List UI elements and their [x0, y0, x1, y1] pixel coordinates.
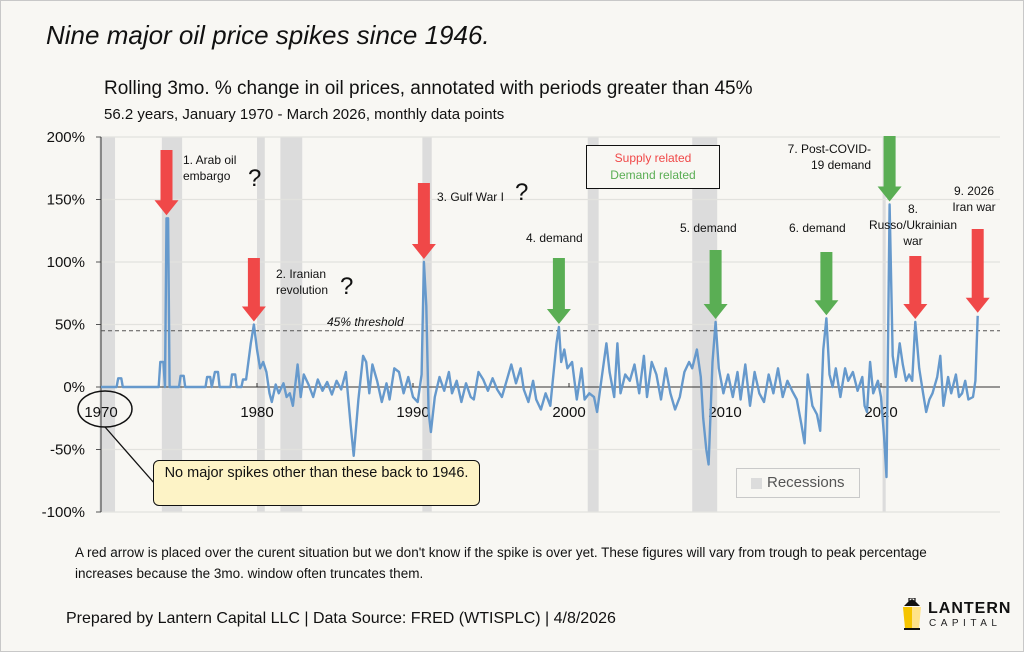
annotation-3: 3. Gulf War I?: [411, 179, 528, 259]
annotations-group: 1. Arab oil embargo ? 2. Iranian revolution?…: [154, 136, 996, 324]
annotation-label-line: 5. demand: [680, 221, 737, 235]
annotation-label: 8. Russo/Ukrainian war: [869, 202, 957, 248]
gridlines: [101, 136, 1000, 513]
annotation-label: 7. Post-COVID- 19 demand: [788, 142, 871, 172]
annotation-label-line: embargo: [183, 169, 231, 183]
lantern-icon: [903, 598, 921, 630]
annotation-label-line: revolution: [276, 283, 328, 297]
question-mark: ?: [248, 165, 261, 192]
y-tick-label: 0%: [63, 379, 85, 396]
annotation-label-line: 9. 2026: [954, 184, 994, 198]
annotation-label: 6. demand: [789, 221, 846, 235]
color-legend: Supply related Demand related: [586, 145, 720, 189]
annotation-5: 5. demand: [680, 221, 737, 319]
chart-subtitle: Rolling 3mo. % change in oil prices, ann…: [104, 78, 753, 99]
annotation-6: 6. demand: [789, 221, 846, 316]
logo-wordmark: LANTERN: [928, 600, 1012, 617]
annotation-label-line: Russo/Ukrainian: [869, 218, 957, 232]
x-tick-label: 2010: [708, 404, 741, 421]
axes: -100% -50% 0% 50% 100% 150% 200% 1970 1980 1990 20…: [42, 129, 1000, 521]
y-tick-label: 150%: [47, 192, 85, 209]
lantern-capital-logo: LANTERN CAPITAL: [900, 598, 1010, 634]
supply-arrow-icon: [965, 229, 990, 313]
supply-arrow-icon: [411, 183, 436, 259]
threshold-line-group: 45% threshold: [101, 315, 1000, 332]
y-tick-label: -50%: [50, 442, 85, 459]
x-tick-label: 1970: [84, 404, 117, 421]
logo-subtext: CAPITAL: [929, 618, 1002, 629]
annotation-label-line: 3. Gulf War I: [437, 190, 504, 204]
recessions-legend-label: Recessions: [767, 474, 845, 491]
annotation-label-line: 19 demand: [811, 158, 871, 172]
y-tick-label: 100%: [47, 254, 85, 271]
annotation-label-line: 8.: [908, 202, 918, 216]
demand-arrow-icon: [546, 258, 571, 324]
demand-arrow-icon: [703, 250, 728, 319]
x-tick-label: 1990: [396, 404, 429, 421]
legend-supply: Supply related: [614, 151, 692, 165]
page-title: Nine major oil price spikes since 1946.: [46, 20, 490, 50]
chart-description: 56.2 years, January 1970 - March 2026, m…: [104, 106, 505, 123]
annotation-9: 9. 2026 Iran war: [952, 184, 996, 313]
circle-callout-group: [77, 390, 156, 485]
question-mark: ?: [515, 179, 528, 206]
annotation-label-line: 2. Iranian: [276, 267, 326, 281]
recessions-legend: Recessions: [736, 468, 860, 498]
y-tick-label: 50%: [55, 317, 85, 334]
annotation-2: 2. Iranian revolution?: [241, 258, 353, 322]
supply-arrow-icon: [241, 258, 266, 322]
annotation-label-line: 4. demand: [526, 231, 583, 245]
annotation-label: 5. demand: [680, 221, 737, 235]
footer-source: Prepared by Lantern Capital LLC | Data S…: [66, 610, 616, 627]
annotation-label: 2. Iranian revolution: [276, 267, 328, 297]
supply-arrow-icon: [903, 256, 928, 319]
annotation-4: 4. demand: [526, 231, 583, 324]
question-mark: ?: [340, 273, 353, 300]
annotation-7: 7. Post-COVID- 19 demand: [788, 136, 902, 202]
y-tick-label: -100%: [42, 504, 85, 521]
legend-demand: Demand related: [610, 168, 696, 182]
demand-arrow-icon: [877, 136, 902, 202]
annotation-label-line: war: [902, 234, 922, 248]
series-line: [101, 203, 979, 479]
series-group: [100, 203, 979, 479]
demand-arrow-icon: [814, 252, 839, 316]
threshold-label: 45% threshold: [327, 315, 404, 329]
recession-swatch: [751, 478, 762, 489]
callout-connector: [104, 426, 156, 485]
footnote: A red arrow is placed over the curent si…: [75, 545, 927, 581]
annotation-label-line: 7. Post-COVID-: [788, 142, 871, 156]
annotation-label: 9. 2026 Iran war: [952, 184, 995, 214]
x-tick-label: 1980: [240, 404, 273, 421]
annotation-label: 4. demand: [526, 231, 583, 245]
annotation-label-line: Iran war: [952, 200, 995, 214]
annotation-1: 1. Arab oil embargo?: [154, 150, 261, 216]
annotation-label-line: 1. Arab oil: [183, 153, 236, 167]
supply-arrow-icon: [154, 150, 179, 216]
annotation-label: 3. Gulf War I: [437, 190, 504, 204]
annotation-8: 8. Russo/Ukrainian war: [869, 202, 957, 319]
annotation-label: 1. Arab oil embargo: [183, 153, 236, 183]
x-tick-label: 2000: [552, 404, 585, 421]
annotation-label-line: 6. demand: [789, 221, 846, 235]
callout-box: No major spikes other than these back to…: [153, 460, 480, 506]
y-tick-label: 200%: [47, 129, 85, 146]
